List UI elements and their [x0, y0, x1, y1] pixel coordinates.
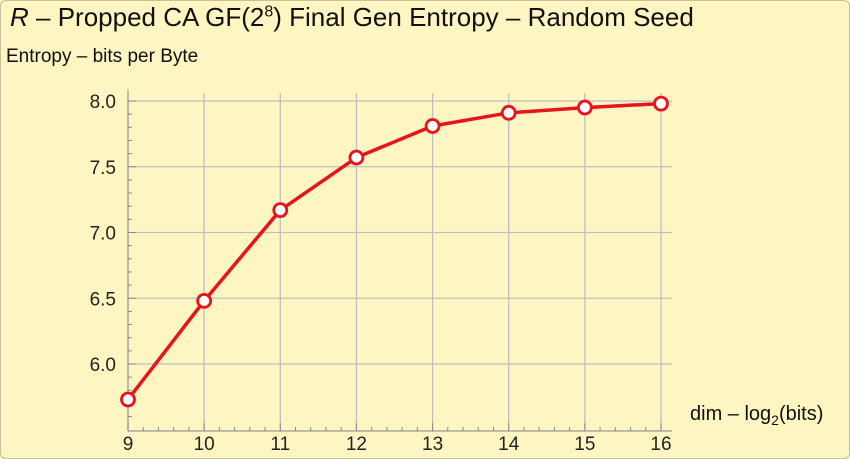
- x-axis-label-suffix: (bits): [778, 403, 824, 425]
- data-point-11: [272, 202, 289, 219]
- data-point-14: [500, 104, 517, 121]
- y-tick-label-6.0: 6.0: [90, 355, 116, 376]
- grid-lines: [127, 93, 672, 431]
- x-tick-label-13: 13: [422, 434, 443, 455]
- y-tick-label-8.0: 8.0: [90, 92, 116, 113]
- data-point-16: [653, 95, 669, 112]
- y-tick-label-7.0: 7.0: [90, 224, 116, 245]
- x-tick-label-15: 15: [574, 434, 595, 455]
- x-tick-label-12: 12: [346, 434, 367, 455]
- title-superscript: 8: [264, 3, 274, 21]
- data-series: [120, 95, 669, 408]
- axes: 9 10 11 12 13 14 15 16 6.0 6.5 7.0 7.5 8.0: [90, 89, 672, 455]
- data-point-9: [120, 391, 136, 408]
- x-axis-label: dim – log2(bits): [690, 403, 823, 428]
- x-tick-label-10: 10: [194, 434, 215, 455]
- series-line-0: [126, 101, 662, 401]
- x-tick-label-16: 16: [650, 434, 671, 455]
- y-tick-label-6.5: 6.5: [90, 289, 116, 310]
- x-axis-label-text: dim – log: [690, 403, 772, 425]
- y-tick-label-7.5: 7.5: [90, 158, 116, 179]
- title-text-part: – Propped CA GF(2: [28, 2, 265, 32]
- x-axis-label-subscript: 2: [771, 412, 779, 428]
- x-tick-label-14: 14: [498, 434, 520, 455]
- data-point-13: [424, 118, 441, 134]
- x-tick-label-9: 9: [123, 434, 134, 455]
- data-point-12: [348, 149, 365, 166]
- chart-title: R – Propped CA GF(28) Final Gen Entropy …: [10, 2, 810, 33]
- data-point-15: [576, 99, 593, 116]
- title-text-rest: ) Final Gen Entropy – Random Seed: [273, 2, 694, 32]
- x-tick-label-11: 11: [270, 434, 290, 455]
- y-axis-label: Entropy – bits per Byte: [6, 46, 199, 67]
- title-italic-variable: R: [10, 2, 29, 32]
- data-point-10: [196, 292, 213, 309]
